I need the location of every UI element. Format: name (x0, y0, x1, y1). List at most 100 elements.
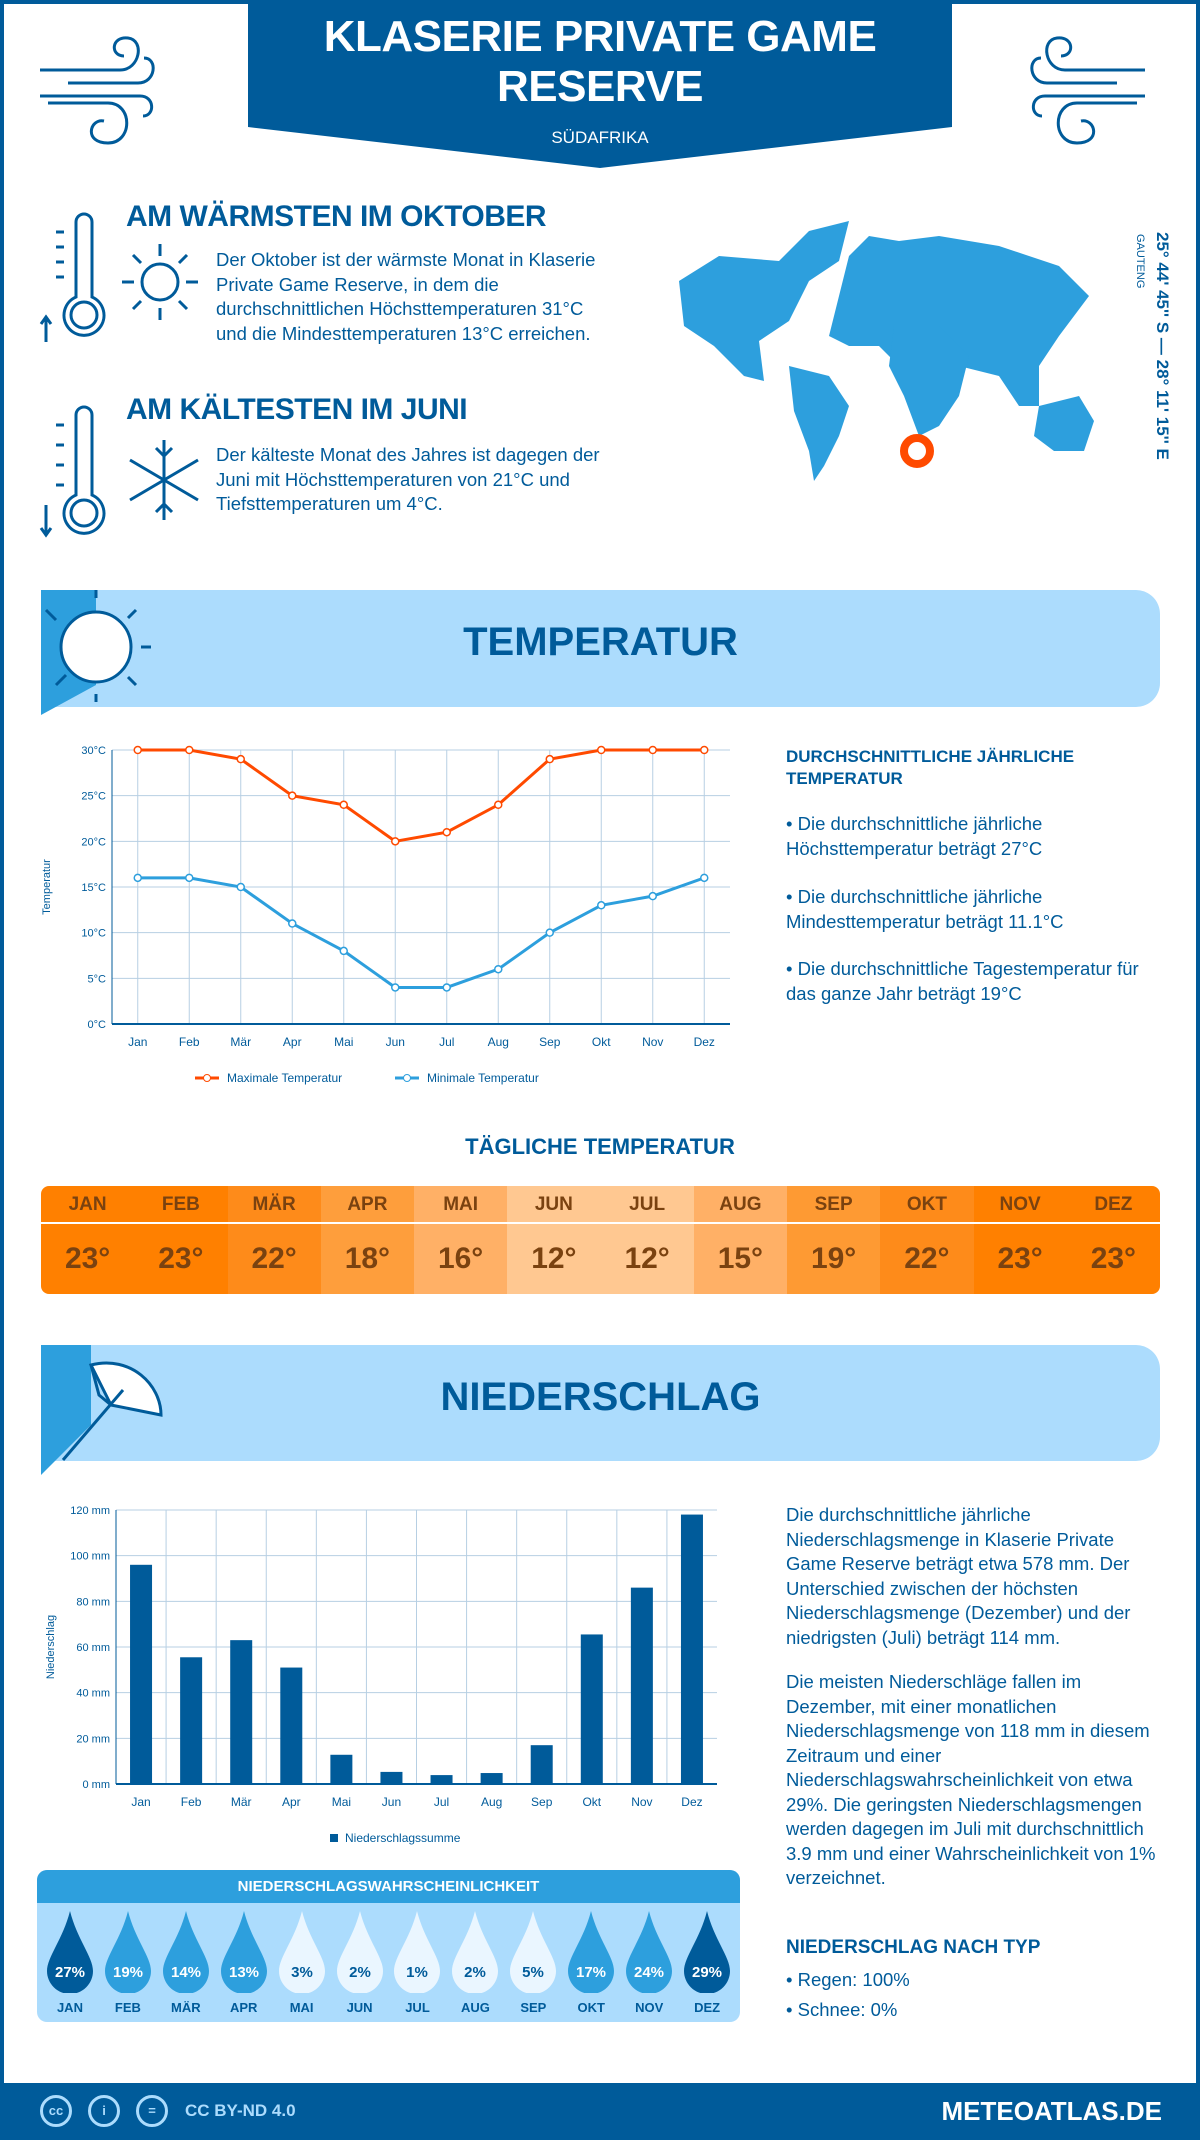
data-point (648, 745, 657, 755)
daily-month: NOV (973, 1186, 1067, 1224)
y-tick-label: 30°C (81, 745, 106, 757)
probability-value: 19% (113, 1964, 143, 1981)
y-axis-label: Temperatur (41, 859, 53, 915)
cc-icon: cc (40, 2095, 72, 2127)
probability-value: 3% (291, 1964, 313, 1981)
raindrop-icon: 1% (394, 1911, 441, 1994)
data-point (545, 928, 554, 937)
probability-value: 14% (171, 1964, 201, 1981)
x-tick-label: Feb (179, 1035, 200, 1049)
daily-value: 16° (437, 1242, 484, 1275)
probability-item: 19% FEB (99, 1909, 157, 2015)
x-tick-label: Mär (230, 1035, 251, 1049)
probability-item: 29% DEZ (678, 1909, 736, 2015)
y-axis-label: Niederschlag (45, 1615, 57, 1679)
series-line (137, 876, 705, 989)
daily-cell: JAN 23° (41, 1186, 135, 1294)
daily-cell: FEB 23° (134, 1186, 228, 1294)
probability-month: JUL (405, 2000, 430, 2015)
probability-month: MAI (289, 2000, 314, 2015)
x-tick-label: Apr (283, 1035, 302, 1049)
data-point (700, 745, 709, 755)
legend-label: Maximale Temperatur (227, 1071, 342, 1085)
x-tick-label: Nov (642, 1035, 663, 1049)
legend-label: Niederschlagssumme (345, 1831, 461, 1845)
data-point (236, 882, 245, 892)
probability-value: 13% (229, 1964, 259, 1981)
license-label: CC BY-ND 4.0 (185, 2101, 296, 2120)
x-tick-label: Aug (481, 1795, 502, 1809)
page-title: KLASERIE PRIVATE GAME RESERVE (323, 12, 877, 111)
x-tick-label: Okt (582, 1795, 601, 1809)
y-tick-label: 20°C (81, 836, 106, 848)
probability-title: NIEDERSCHLAGSWAHRSCHEINLICHKEIT (37, 1870, 740, 1903)
daily-value: 22° (904, 1242, 950, 1275)
thermometer-cold-icon (39, 405, 106, 538)
y-tick-label: 10°C (81, 928, 106, 940)
x-tick-label: Jun (386, 1035, 405, 1049)
precip-probability-panel: NIEDERSCHLAGSWAHRSCHEINLICHKEIT 27% JAN 19… (37, 1870, 740, 2022)
x-tick-label: Nov (631, 1795, 652, 1809)
data-point (545, 754, 554, 764)
precip-title: NIEDERSCHLAG (440, 1375, 761, 1419)
probability-value: 5% (522, 1964, 544, 1981)
daily-month: MÄR (227, 1186, 321, 1224)
daily-month: JUL (600, 1186, 694, 1224)
series-line (137, 748, 705, 843)
legend-marker (203, 1074, 211, 1082)
data-point (339, 946, 348, 956)
daily-value: 15° (717, 1242, 764, 1275)
raindrop-icon: 2% (336, 1911, 383, 1994)
region-label: GAUTENG (1134, 234, 1146, 289)
raindrop-icon: 19% (104, 1911, 151, 1994)
x-tick-label: Sep (539, 1035, 561, 1049)
precip-type-rain: • Regen: 100% (786, 1969, 910, 1990)
country-label: SÜDAFRIKA (551, 128, 649, 147)
data-point (494, 800, 503, 810)
y-tick-label: 15°C (81, 882, 106, 894)
coldest-text: Der kälteste Monat des Jahres ist dagege… (216, 444, 600, 514)
probability-item: 2% AUG (446, 1909, 504, 2015)
raindrop-icon: 14% (162, 1911, 209, 1994)
daily-month: AUG (693, 1186, 787, 1224)
precip-type-heading: NIEDERSCHLAG NACH TYP (786, 1937, 1041, 1958)
x-tick-label: Mär (231, 1795, 252, 1809)
thermometer-warm-icon (39, 212, 106, 342)
x-tick-label: Dez (694, 1035, 715, 1049)
daily-month: OKT (880, 1186, 974, 1224)
raindrop-icon: 27% (46, 1911, 93, 1994)
daily-month: APR (320, 1186, 414, 1224)
raindrop-icon: 3% (278, 1911, 325, 1994)
data-point (288, 919, 297, 928)
probability-month: SEP (520, 2000, 547, 2015)
daily-cell: APR 18° (320, 1186, 414, 1294)
probability-value: 1% (407, 1964, 429, 1981)
probability-month: JAN (56, 2000, 83, 2015)
data-point (391, 837, 400, 846)
site-link[interactable]: METEOATLAS.DE (941, 2096, 1162, 2126)
daily-cell: SEP 19° (787, 1186, 881, 1294)
daily-month: JUN (507, 1186, 601, 1224)
precip-bar (130, 1564, 153, 1784)
precip-bar (380, 1771, 403, 1784)
data-point (185, 745, 194, 755)
probability-month: MÄR (171, 2000, 201, 2015)
daily-cell: NOV 23° (973, 1186, 1067, 1294)
legend-label: Minimale Temperatur (427, 1071, 539, 1085)
probability-value: 29% (692, 1964, 722, 1981)
temperature-title: TEMPERATUR (463, 620, 738, 664)
precip-bar (180, 1657, 203, 1784)
precip-text-2: Die meisten Niederschläge fallen im Deze… (786, 1671, 1156, 1888)
probability-month: NOV (635, 2000, 664, 2015)
probability-item: 3% MAI (273, 1909, 331, 2015)
data-point (700, 873, 709, 883)
y-tick-label: 0 mm (83, 1779, 111, 1791)
probability-value: 2% (349, 1964, 371, 1981)
daily-value: 23° (1090, 1242, 1137, 1275)
y-tick-label: 20 mm (76, 1733, 110, 1745)
daily-cell: AUG 15° (693, 1186, 787, 1294)
x-tick-label: Mai (334, 1035, 353, 1049)
raindrop-icon: 17% (568, 1911, 615, 1994)
daily-value: 22° (251, 1242, 297, 1275)
x-tick-label: Mai (332, 1795, 351, 1809)
